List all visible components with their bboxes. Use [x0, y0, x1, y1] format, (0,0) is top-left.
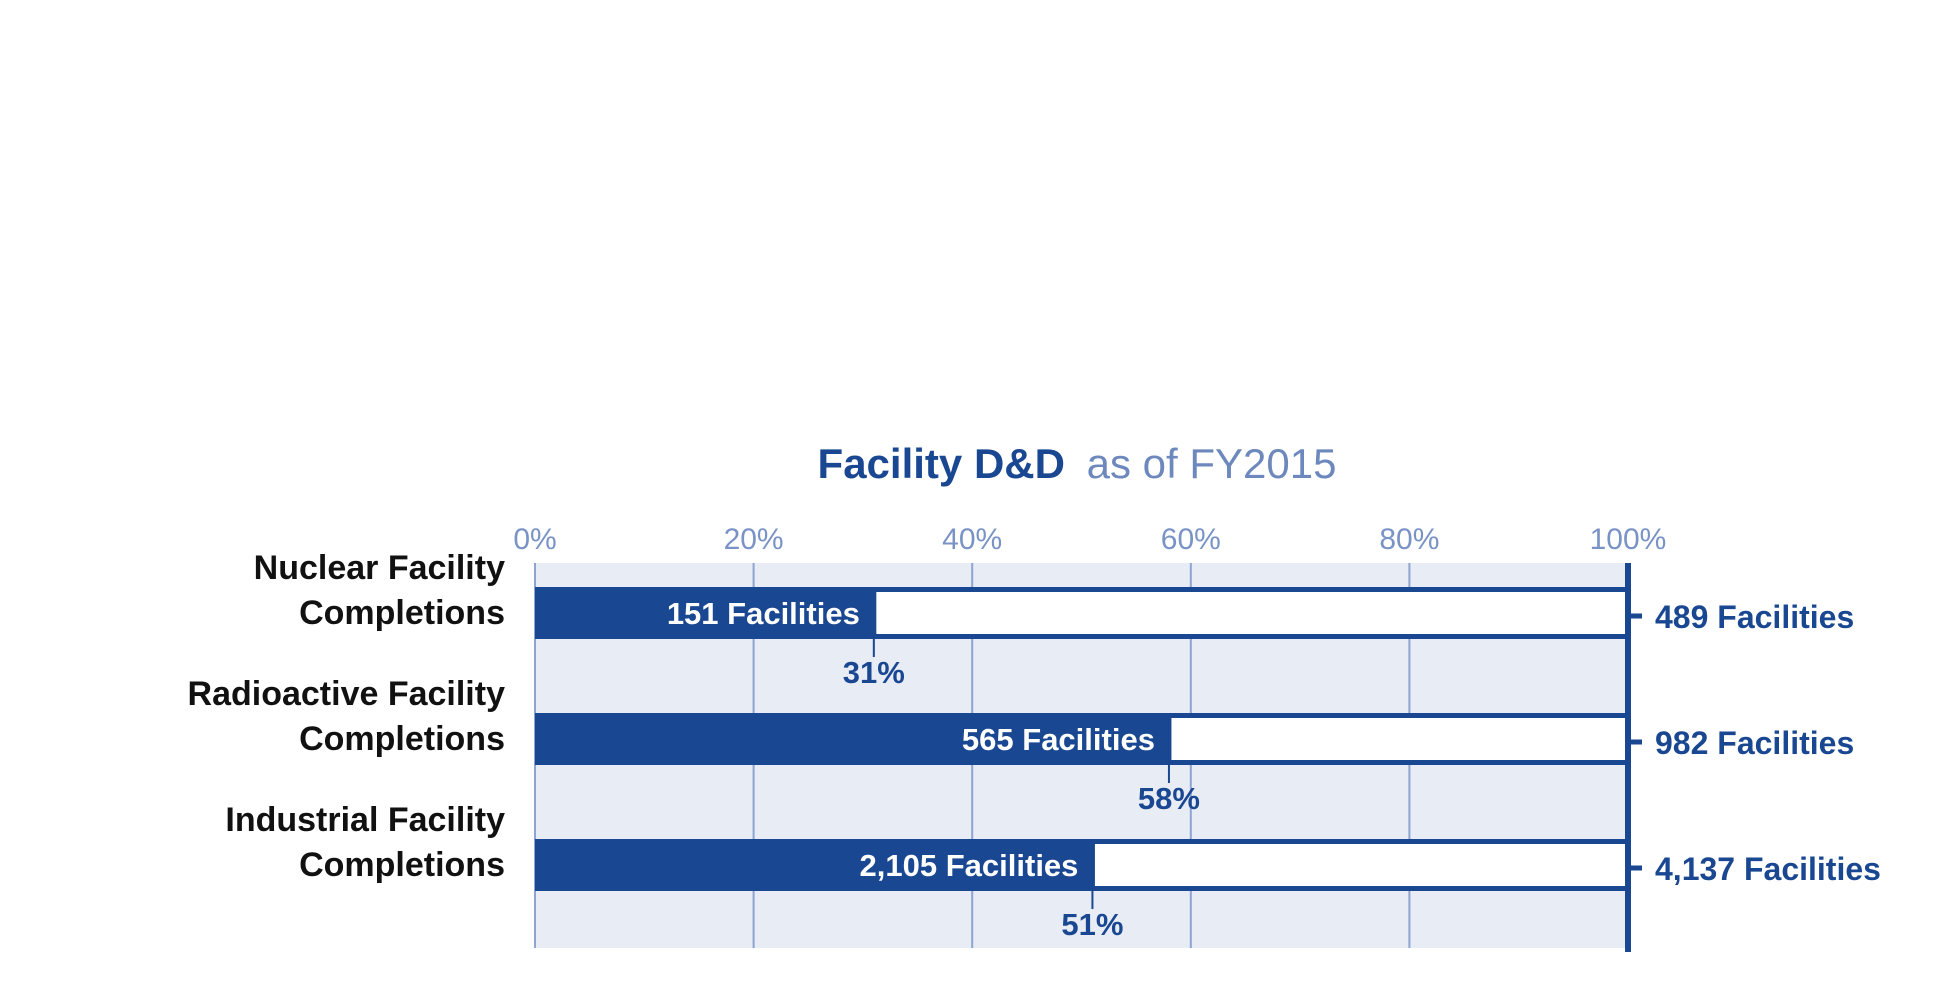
- percent-label: 31%: [843, 655, 905, 690]
- bar-completed-label: 151 Facilities: [667, 596, 860, 631]
- chart-title: Facility D&D as of FY2015: [818, 440, 1337, 487]
- plot-area: 0% 20% 40% 60% 80% 100% 151 Facilities 31% 489 F…: [188, 523, 1881, 952]
- total-label: 982 Facilities: [1655, 725, 1854, 761]
- category-label: Radioactive Facility: [188, 675, 506, 713]
- bar-completed: [535, 713, 1169, 765]
- bar-completed-label: 565 Facilities: [962, 722, 1155, 757]
- chart-title-rest: as of FY2015: [1087, 440, 1337, 487]
- category-label: Completions: [299, 720, 505, 758]
- chart-title-bold: Facility D&D: [818, 440, 1065, 487]
- x-tick-label: 40%: [942, 523, 1002, 556]
- x-tick-label: 60%: [1161, 523, 1221, 556]
- percent-label: 58%: [1138, 781, 1200, 816]
- bar-completed-label: 2,105 Facilities: [860, 848, 1079, 883]
- x-tick-label: 20%: [724, 523, 784, 556]
- category-label: Nuclear Facility: [254, 549, 505, 587]
- category-label: Industrial Facility: [225, 801, 505, 839]
- x-tick-label: 0%: [513, 523, 556, 556]
- bar-completed: [535, 839, 1093, 891]
- x-tick-label: 80%: [1379, 523, 1439, 556]
- bar-remaining: [1089, 839, 1631, 891]
- bar-remaining: [871, 587, 1631, 639]
- percent-label: 51%: [1061, 907, 1123, 942]
- total-label: 4,137 Facilities: [1655, 851, 1881, 887]
- x-tick-label: 100%: [1590, 523, 1667, 556]
- total-label: 489 Facilities: [1655, 599, 1854, 635]
- bar-completed: [535, 587, 874, 639]
- bar-remaining: [1166, 713, 1631, 765]
- category-label: Completions: [299, 594, 505, 632]
- category-label: Completions: [299, 846, 505, 884]
